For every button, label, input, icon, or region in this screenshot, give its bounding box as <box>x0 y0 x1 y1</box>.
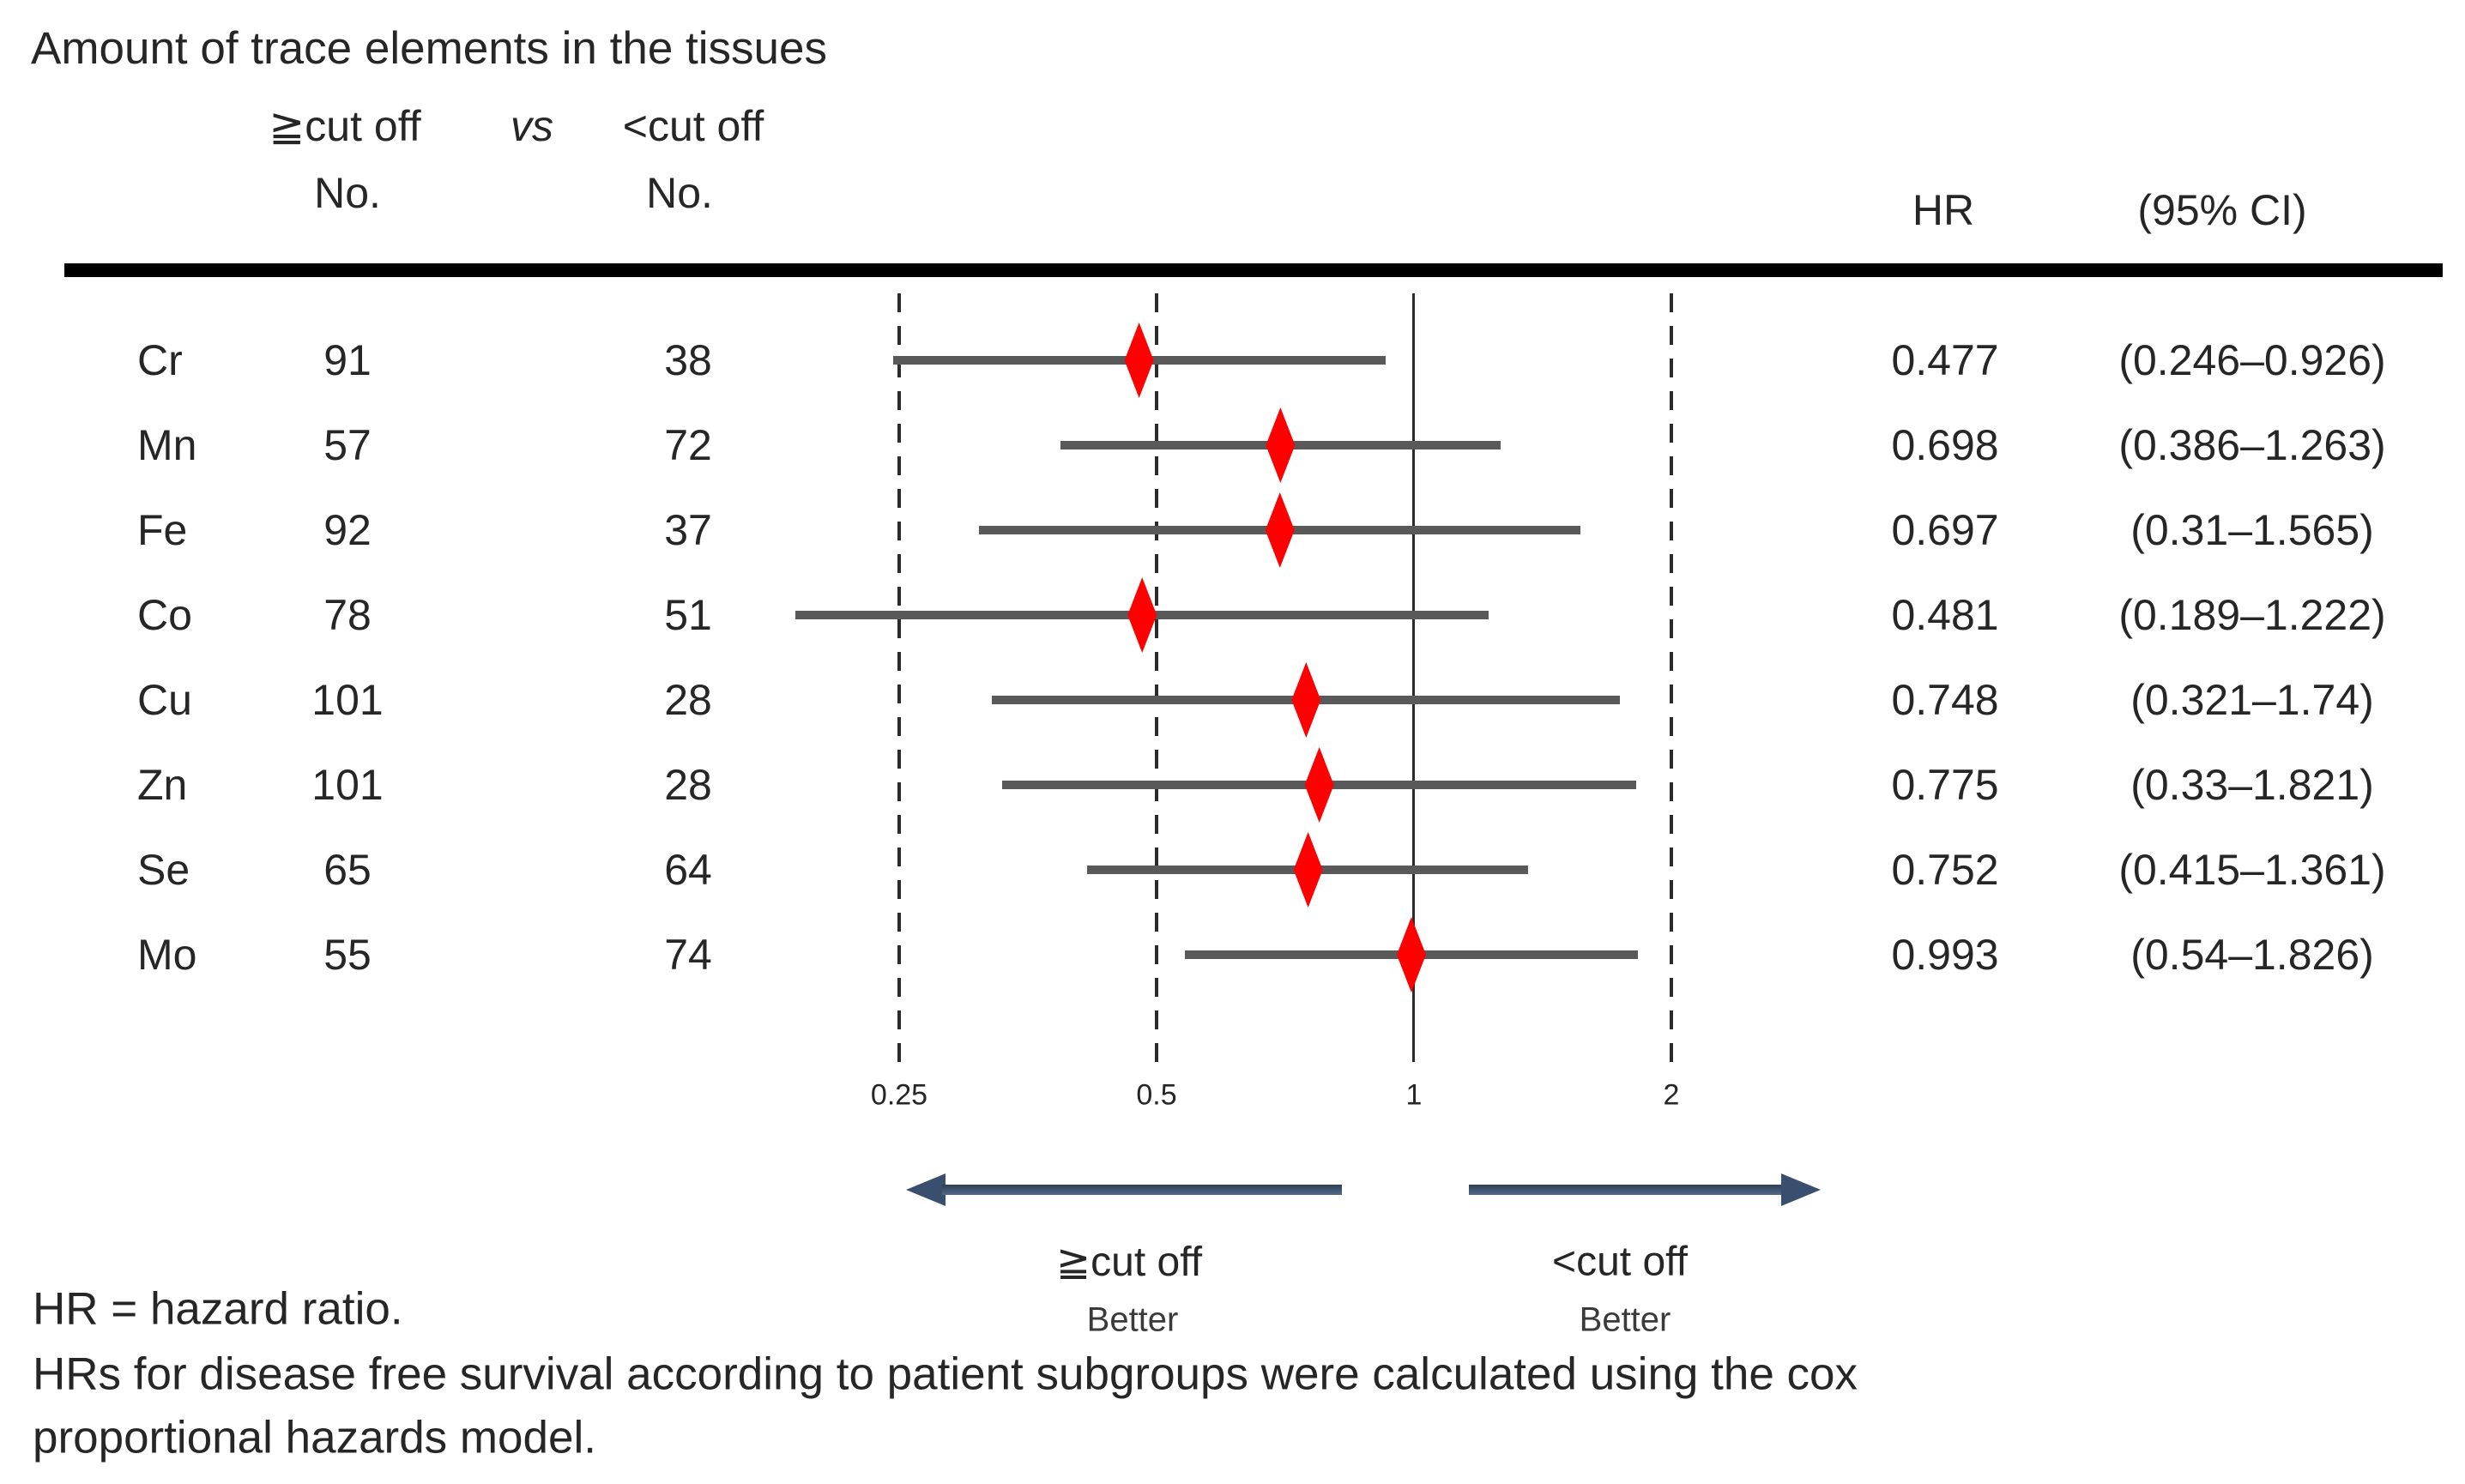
n-lt-cutoff: 74 <box>664 931 712 979</box>
gridline-0.5 <box>1155 293 1158 1062</box>
ci-value: (0.54–1.826) <box>2130 931 2374 979</box>
element-label: Cr <box>137 336 183 384</box>
n-lt-cutoff: 72 <box>664 421 712 469</box>
n-ge-cutoff: 92 <box>323 506 372 554</box>
axis-tick-label: 0.5 <box>1136 1078 1177 1112</box>
column-header-ci: (95% CI) <box>2137 186 2307 234</box>
n-ge-cutoff: 101 <box>311 676 384 724</box>
right-arrow-head-icon <box>1781 1173 1821 1206</box>
right-better-sub-label: Better <box>1579 1300 1671 1339</box>
n-ge-cutoff: 65 <box>323 846 372 894</box>
gridline-0.25 <box>897 293 901 1062</box>
n-lt-cutoff: 51 <box>664 591 712 639</box>
hr-value: 0.698 <box>1891 421 1999 469</box>
reference-line <box>1412 293 1415 1062</box>
ci-value: (0.321–1.74) <box>2130 676 2374 724</box>
ci-value: (0.33–1.821) <box>2130 761 2374 809</box>
column-header-no-ge: No. <box>314 169 381 217</box>
n-ge-cutoff: 91 <box>323 336 372 384</box>
ci-value: (0.246–0.926) <box>2118 336 2386 384</box>
element-label: Fe <box>137 506 188 554</box>
element-label: Mn <box>137 421 197 469</box>
left-arrow-head-icon <box>906 1173 946 1206</box>
ci-value: (0.189–1.222) <box>2118 591 2386 639</box>
n-ge-cutoff: 78 <box>323 591 372 639</box>
hr-value: 0.697 <box>1891 506 1999 554</box>
ci-value: (0.386–1.263) <box>2118 421 2386 469</box>
element-label: Cu <box>137 676 192 724</box>
axis-tick-label: 0.25 <box>870 1078 928 1112</box>
n-ge-cutoff: 101 <box>311 761 384 809</box>
hr-value: 0.477 <box>1891 336 1999 384</box>
footnote-hr-definition: HR = hazard ratio. <box>33 1283 403 1335</box>
left-arrow-shaft <box>942 1185 1342 1195</box>
element-label: Mo <box>137 931 197 979</box>
right-arrow-shaft <box>1469 1185 1783 1195</box>
n-lt-cutoff: 37 <box>664 506 712 554</box>
n-lt-cutoff: 64 <box>664 846 712 894</box>
element-label: Zn <box>137 761 188 809</box>
n-lt-cutoff: 28 <box>664 761 712 809</box>
footnote-method-line1: HRs for disease free survival according … <box>33 1348 1858 1400</box>
hr-value: 0.775 <box>1891 761 1999 809</box>
hr-value: 0.481 <box>1891 591 1999 639</box>
n-ge-cutoff: 57 <box>323 421 372 469</box>
column-header-ge-cutoff: ≧cut off <box>269 102 421 150</box>
left-better-group-label: ≧cut off <box>1055 1240 1203 1285</box>
axis-tick-label: 1 <box>1405 1078 1423 1112</box>
n-lt-cutoff: 38 <box>664 336 712 384</box>
hr-value: 0.752 <box>1891 846 1999 894</box>
hr-marker <box>1396 917 1426 992</box>
ci-value: (0.31–1.565) <box>2130 506 2374 554</box>
gridline-2 <box>1670 293 1673 1062</box>
n-lt-cutoff: 28 <box>664 676 712 724</box>
column-header-vs: vs <box>511 102 553 150</box>
footnote-method-line2: proportional hazards model. <box>33 1412 596 1463</box>
ci-value: (0.415–1.361) <box>2118 846 2386 894</box>
column-header-lt-cutoff: <cut off <box>622 102 764 150</box>
column-header-no-lt: No. <box>646 169 713 217</box>
header-rule <box>64 263 2443 277</box>
hr-marker <box>1266 407 1296 483</box>
element-label: Co <box>137 591 192 639</box>
figure-title: Amount of trace elements in the tissues <box>31 23 827 74</box>
hr-marker <box>1291 662 1321 738</box>
hr-marker <box>1265 492 1295 568</box>
hr-marker <box>1304 747 1334 823</box>
right-better-group-label: <cut off <box>1552 1239 1688 1285</box>
column-header-hr: HR <box>1912 186 1975 234</box>
left-better-sub-label: Better <box>1086 1300 1179 1339</box>
hr-value: 0.748 <box>1891 676 1999 724</box>
hr-marker <box>1293 832 1323 908</box>
n-ge-cutoff: 55 <box>323 931 372 979</box>
hr-marker <box>1127 577 1157 653</box>
axis-tick-label: 2 <box>1663 1078 1680 1112</box>
hr-marker <box>1124 323 1154 398</box>
hr-value: 0.993 <box>1891 931 1999 979</box>
element-label: Se <box>137 846 190 894</box>
